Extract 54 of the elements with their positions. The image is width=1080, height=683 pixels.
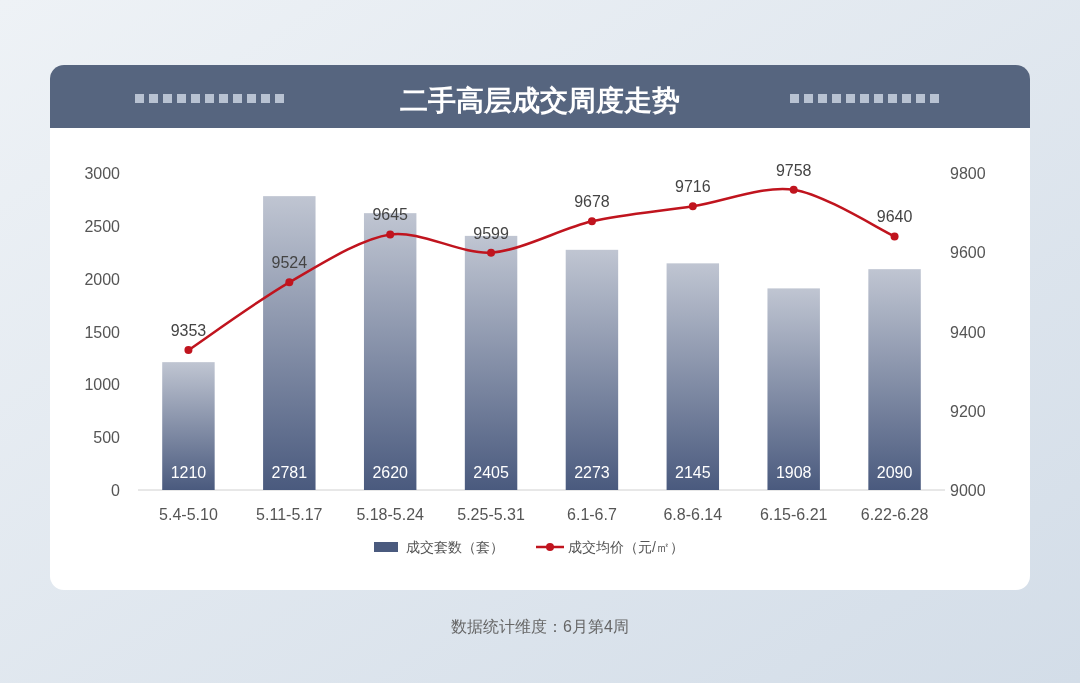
y2-tick-label: 9400 xyxy=(950,323,986,341)
y2-tick-label: 9200 xyxy=(950,402,986,420)
data-label: 9599 xyxy=(473,224,509,242)
x-tick-label: 6.22-6.28 xyxy=(860,506,929,523)
data-label: 2090 xyxy=(876,464,913,481)
bar xyxy=(666,263,720,490)
x-tick-label: 5.4-5.10 xyxy=(159,506,218,523)
text: 数据统计维度：6月第4周 xyxy=(451,618,629,635)
y-tick-label: 500 xyxy=(93,429,121,447)
data-label: 2620 xyxy=(372,464,409,481)
legend-label: 成交套数（套） xyxy=(406,539,504,555)
data-label: 9716 xyxy=(675,178,711,196)
bar xyxy=(868,269,921,490)
point xyxy=(487,248,496,257)
data-label: 9524 xyxy=(271,254,308,272)
point xyxy=(789,185,798,194)
data-label: 1210 xyxy=(170,464,207,481)
y2-tick-label: 9600 xyxy=(950,244,986,262)
data-label: 9353 xyxy=(170,322,207,340)
point xyxy=(587,217,596,226)
data-label: 2781 xyxy=(271,464,308,481)
x-tick-label: 6.8-6.14 xyxy=(663,506,723,523)
bar xyxy=(767,288,820,490)
data-label: 9645 xyxy=(372,206,409,224)
bar xyxy=(263,196,316,490)
data-label: 2405 xyxy=(473,464,509,481)
point xyxy=(184,346,193,355)
data-label: 1908 xyxy=(775,464,812,481)
x-tick-label: 6.15-6.21 xyxy=(759,506,828,523)
y-tick-label: 0 xyxy=(111,482,121,499)
data-label: 9678 xyxy=(574,193,610,211)
y-tick-label: 2500 xyxy=(84,217,121,235)
bar xyxy=(162,362,215,490)
data-label: 2145 xyxy=(675,464,711,481)
y2-tick-label: 9000 xyxy=(950,482,986,499)
legend-label: 成交均价（元/㎡） xyxy=(568,539,684,555)
y-tick-label: 2000 xyxy=(84,270,121,288)
x-tick-label: 5.25-5.31 xyxy=(457,506,525,523)
y-tick-label: 3000 xyxy=(84,165,121,182)
bar xyxy=(565,249,619,490)
point xyxy=(386,230,395,239)
y-tick-label: 1000 xyxy=(84,376,121,394)
x-tick-label: 5.18-5.24 xyxy=(356,506,425,523)
x-tick-label: 5.11-5.17 xyxy=(256,506,323,523)
y-tick-label: 1500 xyxy=(84,323,121,341)
point xyxy=(285,278,294,287)
y2-tick-label: 9800 xyxy=(950,165,986,182)
data-label: 9758 xyxy=(775,161,812,179)
data-label: 2273 xyxy=(574,464,610,481)
data-label: 9640 xyxy=(876,208,913,226)
chart-title: 二手高层成交周度走势 xyxy=(400,85,680,116)
x-tick-label: 6.1-6.7 xyxy=(567,506,617,523)
point xyxy=(688,202,697,211)
point xyxy=(890,232,899,241)
